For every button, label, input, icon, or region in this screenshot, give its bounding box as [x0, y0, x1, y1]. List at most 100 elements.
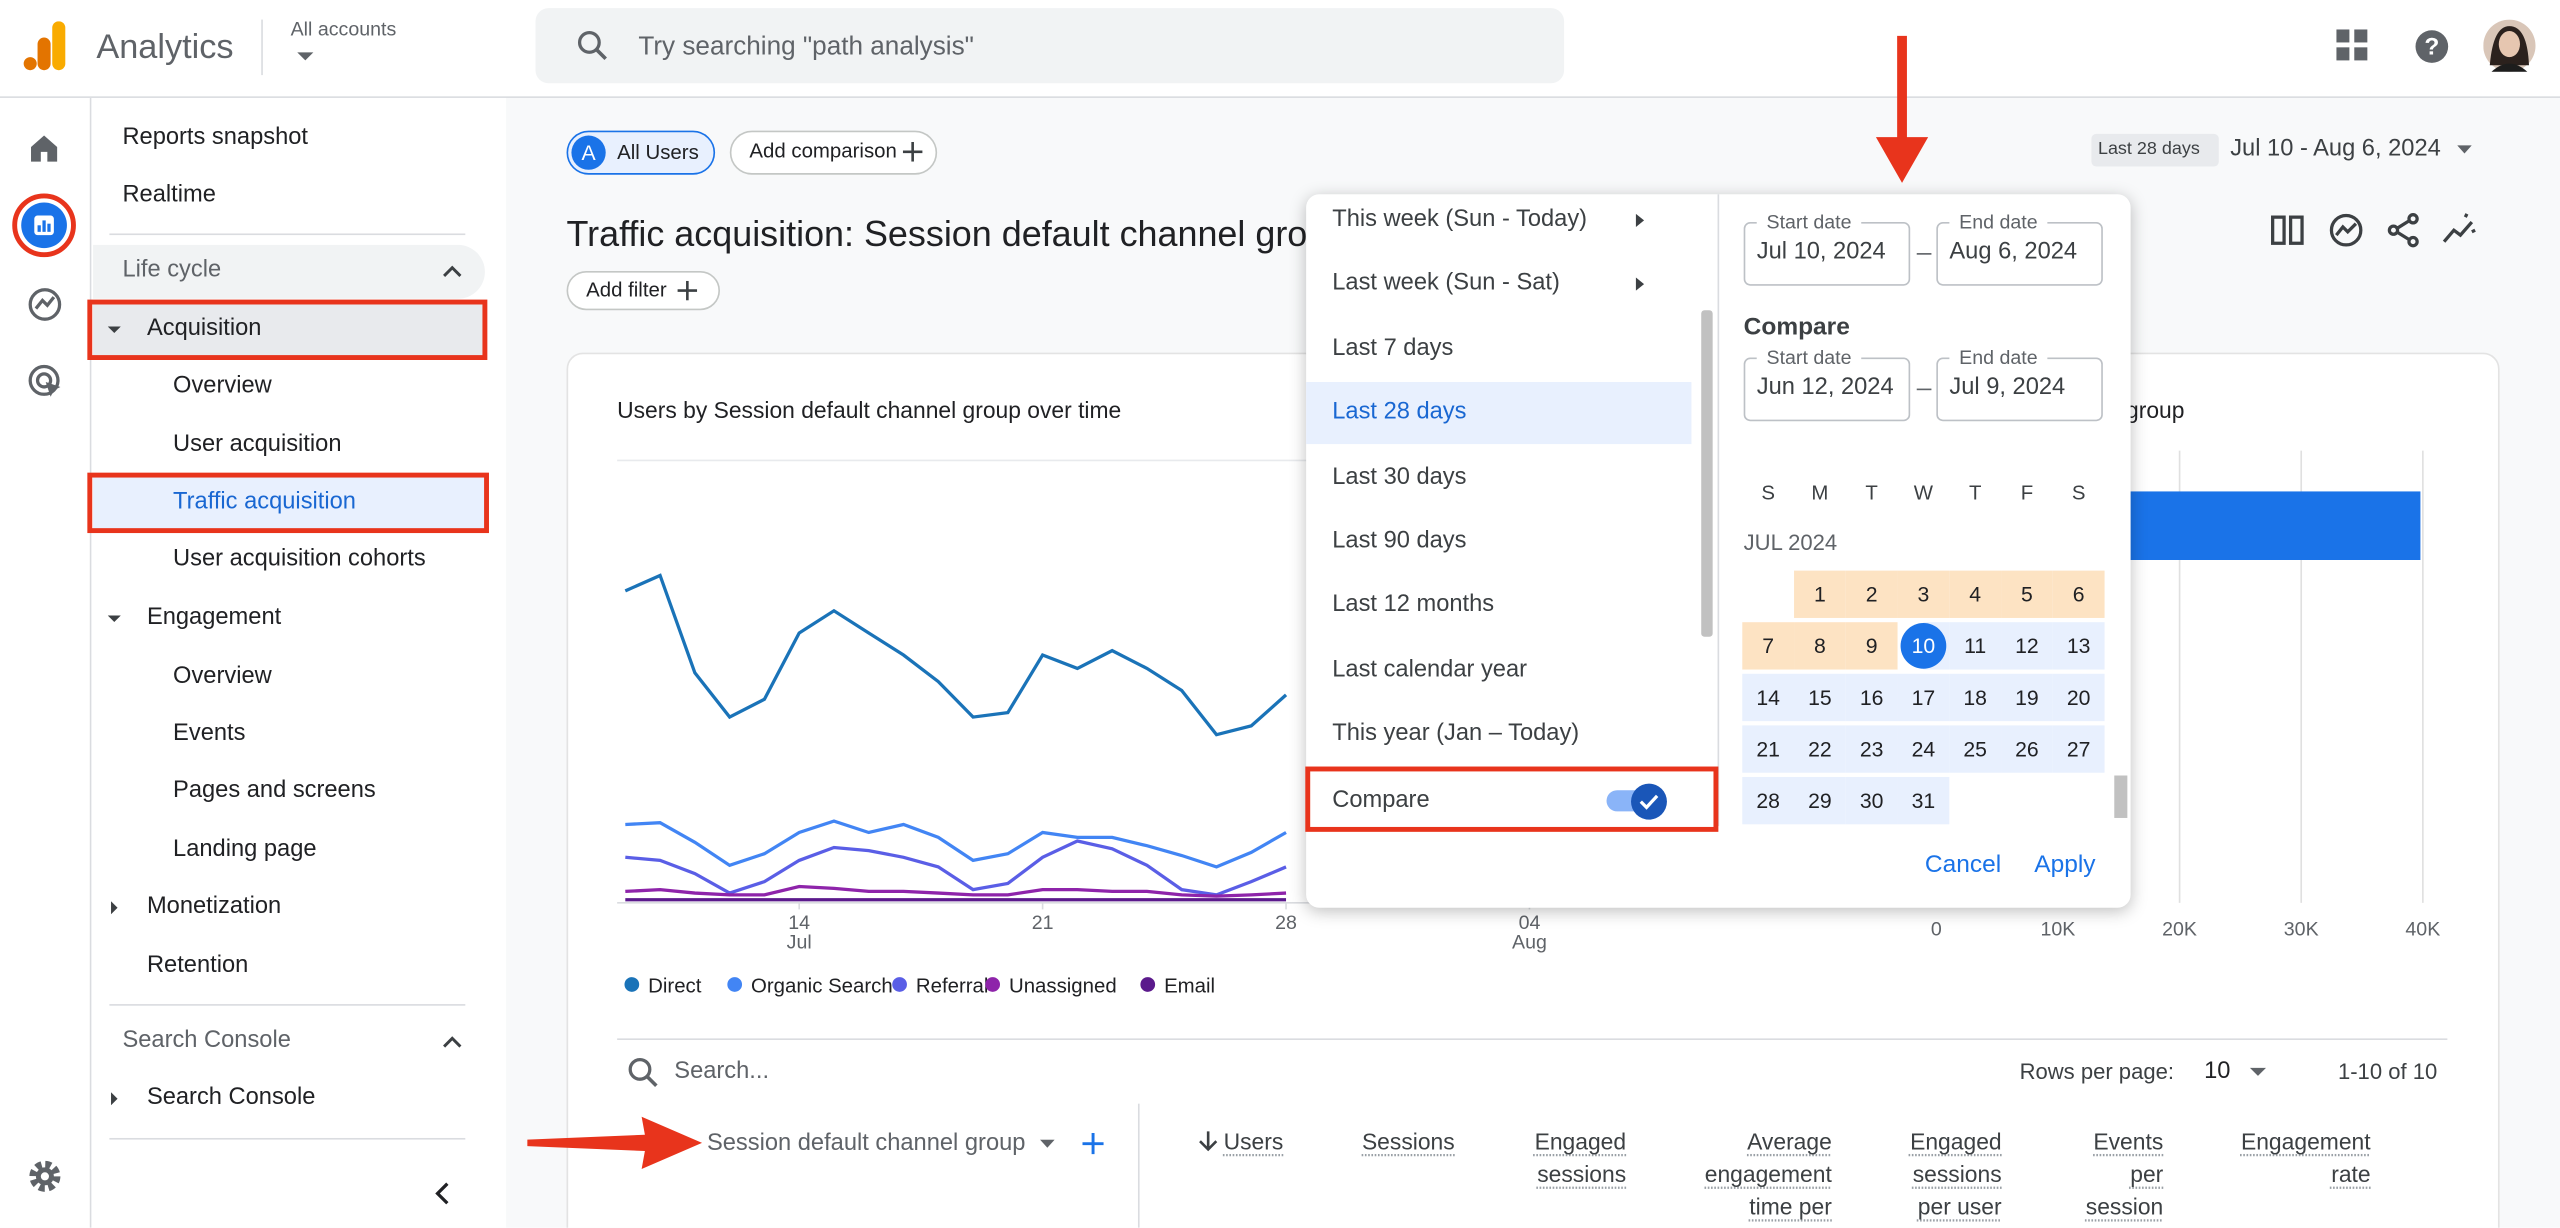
expand-caret[interactable] [108, 1092, 121, 1106]
nav-item[interactable]: Pages and screens [173, 777, 376, 804]
add-comparison-label: Add comparison [749, 139, 897, 163]
day[interactable]: 21 [1756, 738, 1780, 761]
preset[interactable]: Last 12 months [1332, 592, 1495, 619]
x-tick-label: 0 [1931, 919, 1942, 941]
advertising-icon[interactable] [28, 364, 64, 400]
column-label: Sessions [1361, 1128, 1455, 1155]
day[interactable]: 27 [2067, 738, 2091, 761]
add-comparison-chip[interactable] [729, 130, 938, 175]
preset[interactable]: Last 30 days [1332, 463, 1467, 490]
preset[interactable]: Last 7 days [1332, 334, 1454, 361]
column-header[interactable]: Engagement rate [2224, 1125, 2371, 1190]
divider [1717, 194, 1720, 827]
day[interactable]: 16 [1860, 687, 1884, 710]
day[interactable]: 15 [1808, 687, 1832, 710]
preset[interactable]: Last calendar year [1332, 656, 1528, 683]
apply-button[interactable]: Apply [2034, 850, 2096, 879]
account-picker[interactable]: All accounts [290, 17, 397, 41]
search-icon [577, 31, 607, 61]
day[interactable]: 4 [1969, 584, 1981, 607]
nav-item[interactable]: Overview [173, 372, 272, 399]
day[interactable]: 22 [1808, 738, 1832, 761]
collapse-icon[interactable] [433, 1182, 453, 1205]
day[interactable]: 29 [1808, 790, 1832, 813]
add-dimension[interactable] [1082, 1133, 1104, 1155]
preset[interactable]: Last 28 days [1332, 399, 1467, 426]
expand-caret[interactable] [107, 612, 121, 625]
search-box[interactable] [535, 8, 1565, 84]
nav-item[interactable]: Search Console [146, 1084, 316, 1111]
day[interactable]: 25 [1963, 738, 1987, 761]
day[interactable]: 12 [2015, 635, 2039, 658]
date-field-label: End date [1949, 210, 2048, 234]
section-header[interactable]: Search Console [122, 1027, 291, 1054]
nav-item[interactable]: Landing page [173, 836, 317, 863]
day[interactable]: 10 [1912, 635, 1936, 658]
nav-item[interactable]: User acquisition cohorts [173, 545, 426, 572]
toggle-knob[interactable] [1629, 782, 1668, 821]
nav-item[interactable]: Overview [173, 663, 272, 690]
column-header[interactable]: Events per session [2065, 1125, 2164, 1223]
day[interactable]: 6 [2073, 584, 2085, 607]
day[interactable]: 7 [1762, 635, 1774, 658]
column-header[interactable]: Users [1202, 1125, 1284, 1158]
nav-item[interactable]: Monetization [146, 893, 282, 920]
day[interactable]: 2 [1866, 584, 1878, 607]
compare-label[interactable]: Compare [1332, 787, 1430, 814]
avatar[interactable] [2483, 19, 2536, 72]
settings-icon[interactable] [28, 1159, 62, 1193]
day[interactable]: 3 [1918, 584, 1930, 607]
home-icon[interactable] [28, 132, 61, 165]
day[interactable]: 1 [1814, 584, 1826, 607]
legend-label: Email [1164, 976, 1215, 998]
day[interactable]: 9 [1866, 635, 1878, 658]
search-placeholder: Try searching "path analysis" [638, 33, 974, 62]
collapse-chevron[interactable] [442, 1035, 462, 1048]
day[interactable]: 18 [1963, 687, 1987, 710]
nav-item[interactable]: User acquisition [173, 431, 342, 458]
nav-item[interactable]: Realtime [122, 181, 216, 208]
expand-caret[interactable] [108, 901, 121, 915]
help-icon[interactable]: ? [2415, 29, 2449, 63]
preset[interactable]: This week (Sun - Today) [1332, 206, 1588, 233]
day[interactable]: 14 [1756, 687, 1780, 710]
day[interactable]: 19 [2015, 687, 2039, 710]
logo [23, 21, 66, 71]
preset[interactable]: This year (Jan – Today) [1332, 720, 1580, 747]
day[interactable]: 31 [1912, 790, 1936, 813]
date-range[interactable]: Jul 10 - Aug 6, 2024 [2230, 136, 2441, 163]
day[interactable]: 17 [1912, 687, 1936, 710]
apps-icon[interactable] [2336, 29, 2369, 62]
dimension-header[interactable]: Session default channel group [706, 1130, 1026, 1157]
preset[interactable]: Last week (Sun - Sat) [1332, 270, 1560, 297]
explore-icon[interactable] [28, 287, 62, 321]
column-header[interactable]: Engaged sessions per user [1896, 1125, 2002, 1223]
day[interactable]: 28 [1756, 790, 1780, 813]
date-preset-chip [2091, 133, 2219, 167]
day[interactable]: 20 [2067, 687, 2091, 710]
column-header[interactable]: Engaged sessions [1512, 1125, 1627, 1190]
nav-item[interactable]: Events [173, 720, 246, 747]
day[interactable]: 11 [1964, 635, 1986, 658]
table-search[interactable]: Search... [674, 1058, 770, 1085]
nav-item[interactable]: Reports snapshot [122, 124, 309, 151]
nav-item[interactable]: Engagement [146, 604, 282, 631]
column-header[interactable]: Average engagement time per [1677, 1125, 1832, 1223]
day[interactable]: 5 [2021, 584, 2033, 607]
day[interactable]: 13 [2067, 635, 2091, 658]
preset[interactable]: Last 90 days [1332, 527, 1467, 554]
day-bg [1794, 725, 1846, 773]
collapse-chevron[interactable] [442, 264, 462, 277]
rows-per-page[interactable]: 10 [2204, 1058, 2231, 1085]
report-tools[interactable] [2269, 212, 2481, 248]
nav-item[interactable]: Retention [146, 952, 249, 979]
day[interactable]: 26 [2015, 738, 2039, 761]
day[interactable]: 8 [1814, 635, 1826, 658]
day[interactable]: 23 [1860, 738, 1884, 761]
column-header[interactable]: Sessions [1340, 1125, 1455, 1158]
day-bg [2052, 622, 2105, 670]
day[interactable]: 24 [1912, 738, 1936, 761]
section-header[interactable]: Life cycle [122, 256, 222, 283]
cancel-button[interactable]: Cancel [1924, 850, 2002, 879]
day[interactable]: 30 [1860, 790, 1884, 813]
